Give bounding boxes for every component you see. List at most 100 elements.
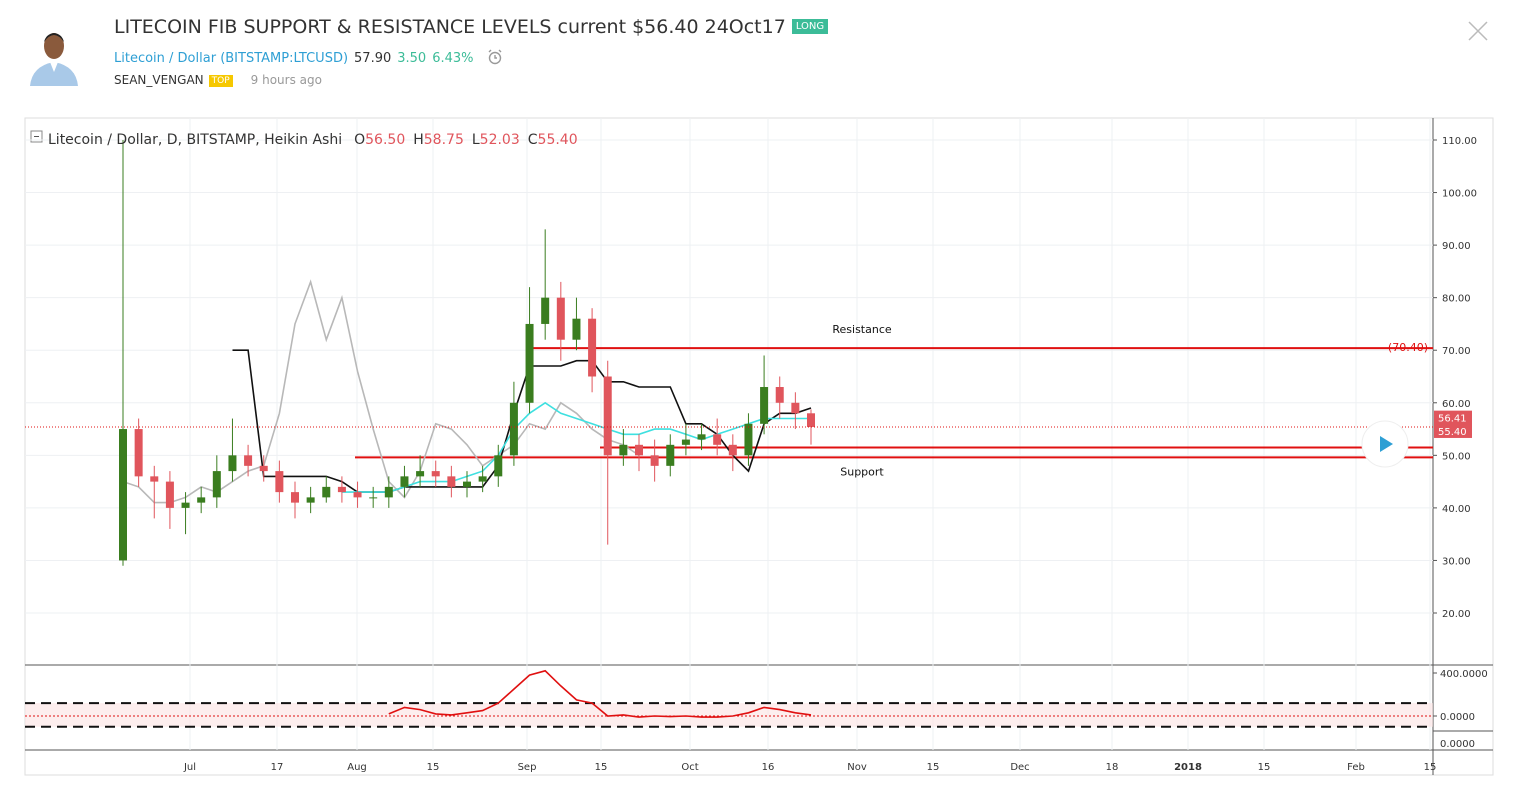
change-pct: 6.43% xyxy=(432,51,474,66)
candle-body xyxy=(713,434,722,445)
y-tick-label: 40.00 xyxy=(1442,504,1471,515)
legend-key: O xyxy=(354,132,365,148)
candle-body xyxy=(650,455,659,466)
candle-body xyxy=(572,318,581,340)
x-tick-label: Dec xyxy=(1010,762,1029,773)
candle-body xyxy=(416,471,425,477)
x-tick-label: Nov xyxy=(847,762,867,773)
level-label: (70.40) xyxy=(1388,341,1428,354)
indicator-line xyxy=(341,401,811,493)
candle-body xyxy=(588,318,597,377)
symbol-code[interactable]: (BITSTAMP:LTCUSD) xyxy=(220,51,349,66)
y-tick-label: 100.00 xyxy=(1442,189,1477,200)
candle-body xyxy=(744,423,753,456)
candle-body xyxy=(603,376,612,456)
candle-body xyxy=(447,476,456,487)
change: 3.50 xyxy=(397,51,427,66)
play-button[interactable] xyxy=(1361,420,1409,468)
extra-scale-label: 0.0000 xyxy=(1440,739,1475,750)
close-button[interactable] xyxy=(1466,19,1490,43)
candle-body xyxy=(400,476,409,487)
x-tick-label: Jul xyxy=(183,762,196,773)
legend-value: 58.75 xyxy=(424,132,464,148)
header: LITECOIN FIB SUPPORT & RESISTANCE LEVELS… xyxy=(0,0,1515,110)
candle-body xyxy=(728,444,737,456)
x-tick-label: 15 xyxy=(1424,762,1437,773)
x-tick-label: 18 xyxy=(1106,762,1119,773)
candle-body xyxy=(807,413,815,427)
candle-body xyxy=(165,481,174,508)
candle-body xyxy=(431,471,440,477)
price: 57.90 xyxy=(354,51,392,66)
long-badge: LONG xyxy=(791,19,829,34)
level-annotation: Resistance xyxy=(832,323,892,336)
candle-body xyxy=(791,402,800,414)
alarm-icon[interactable] xyxy=(486,49,504,65)
x-tick-label: 15 xyxy=(927,762,940,773)
candle-body xyxy=(463,481,471,487)
indicator-line xyxy=(232,349,812,493)
price-label: 56.41 xyxy=(1438,414,1467,425)
oscillator-line xyxy=(388,669,812,718)
x-tick-label: 15 xyxy=(595,762,608,773)
y-tick-label: 60.00 xyxy=(1442,399,1471,410)
candle-body xyxy=(697,434,706,440)
candle-body xyxy=(681,439,690,445)
author[interactable]: SEAN_VENGAN xyxy=(114,73,204,87)
avatar[interactable] xyxy=(24,22,84,86)
legend-title: Litecoin / Dollar, D, BITSTAMP, Heikin A… xyxy=(48,132,342,148)
candle-body xyxy=(525,323,534,403)
oscillator-tick-label: 0.0000 xyxy=(1440,712,1475,723)
x-tick-label: 15 xyxy=(1258,762,1271,773)
candle-body xyxy=(244,455,253,466)
candle-body xyxy=(384,486,393,498)
candle-body xyxy=(306,497,315,503)
y-tick-label: 30.00 xyxy=(1442,556,1471,567)
candle-body xyxy=(509,402,518,456)
legend-key: L xyxy=(472,132,480,148)
candle-body xyxy=(760,387,769,424)
chart-frame xyxy=(24,117,1494,776)
x-tick-label: Aug xyxy=(347,762,367,773)
candle-body xyxy=(119,429,127,561)
author-badge: TOP xyxy=(208,75,233,87)
idea-title: LITECOIN FIB SUPPORT & RESISTANCE LEVELS… xyxy=(114,16,829,38)
y-tick-label: 90.00 xyxy=(1442,241,1471,252)
title-text: LITECOIN FIB SUPPORT & RESISTANCE LEVELS… xyxy=(114,16,786,38)
legend-key: C xyxy=(528,132,538,148)
x-tick-label: 17 xyxy=(271,762,284,773)
y-tick-label: 80.00 xyxy=(1442,294,1471,305)
y-tick-label: 20.00 xyxy=(1442,609,1471,620)
candle-body xyxy=(259,465,268,472)
x-tick-label: Oct xyxy=(681,762,698,773)
candle-body xyxy=(322,486,331,498)
x-tick-label: Feb xyxy=(1347,762,1365,773)
candle-body xyxy=(556,297,565,340)
collapse-toggle[interactable] xyxy=(30,130,43,143)
legend-value: 56.50 xyxy=(365,132,405,148)
play-icon xyxy=(1380,436,1393,452)
candle-body xyxy=(369,497,378,499)
y-tick-label: 70.00 xyxy=(1442,346,1471,357)
author-row: SEAN_VENGAN TOP 9 hours ago xyxy=(114,73,322,87)
indicator-line xyxy=(122,279,640,504)
y-tick-label: 50.00 xyxy=(1442,451,1471,462)
price-label-box xyxy=(1434,410,1472,425)
candle-body xyxy=(197,497,206,503)
candle-body xyxy=(212,471,221,498)
candle-body xyxy=(541,297,550,324)
legend: Litecoin / Dollar, D, BITSTAMP, Heikin A… xyxy=(48,132,578,148)
candle-body xyxy=(337,486,346,493)
x-tick-label: Sep xyxy=(518,762,537,773)
x-tick-label: 2018 xyxy=(1174,762,1202,773)
candle-body xyxy=(228,455,237,472)
price-label-box xyxy=(1434,423,1472,438)
x-tick-label: 16 xyxy=(762,762,775,773)
candle-body xyxy=(775,387,784,403)
candle-body xyxy=(666,444,675,466)
oscillator-tick-label: 400.0000 xyxy=(1440,669,1488,680)
candle-body xyxy=(181,502,190,508)
symbol-name[interactable]: Litecoin / Dollar xyxy=(114,51,217,66)
